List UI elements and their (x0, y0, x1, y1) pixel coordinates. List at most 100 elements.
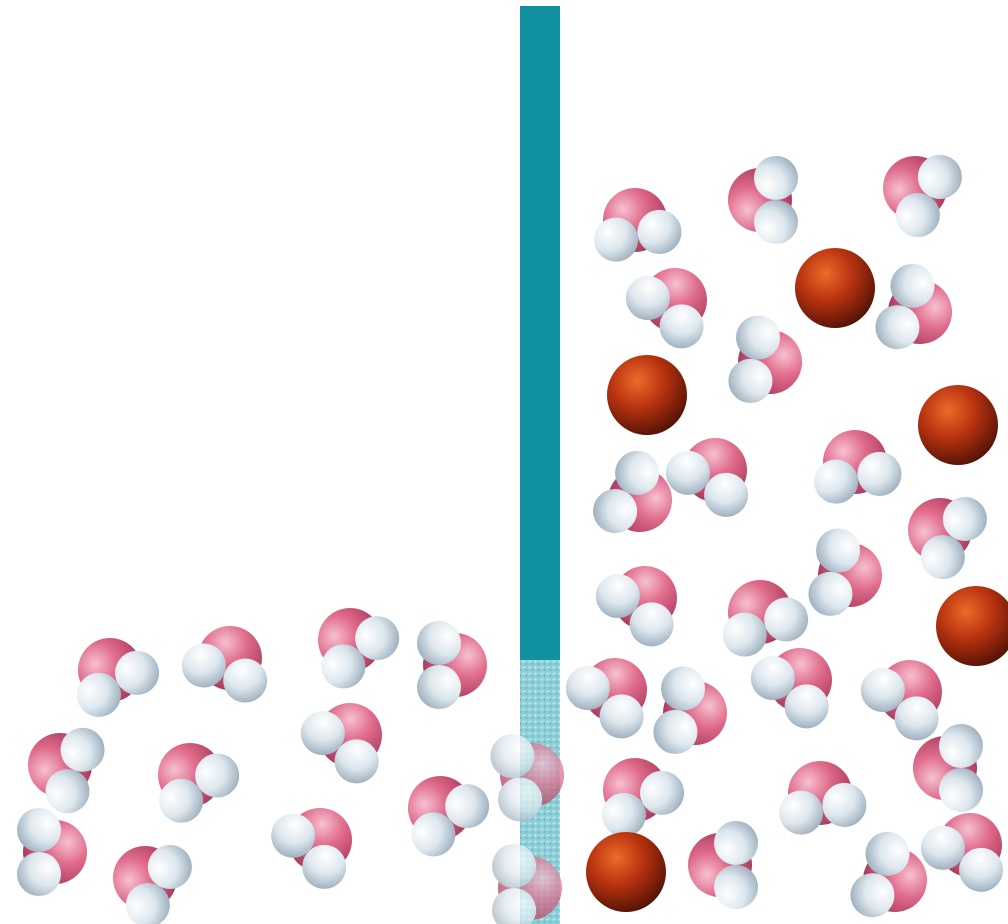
water-molecule-right (593, 450, 672, 534)
hydrogen-atom (195, 753, 240, 798)
hydrogen-atom (857, 451, 902, 496)
hydrogen-atom (594, 217, 639, 262)
water-molecule-left (271, 808, 352, 889)
hydrogen-atom (736, 315, 781, 360)
water-molecule-right (883, 154, 962, 238)
hydrogen-atom (181, 643, 226, 688)
hydrogen-atom (865, 831, 910, 876)
water-molecule-left (158, 743, 240, 823)
water-molecule-left (300, 703, 382, 784)
hydrogen-atom (593, 489, 638, 534)
hydrogen-atom (615, 450, 660, 495)
water-molecule-right (728, 315, 802, 403)
hydrogen-atom (665, 450, 710, 495)
water-molecule-left (28, 727, 105, 814)
hydrogen-atom (942, 496, 987, 541)
water-molecule-right (595, 566, 677, 647)
hydrogen-atom (722, 612, 767, 657)
hydrogen-atom (302, 844, 347, 889)
hydrogen-atom (816, 528, 861, 573)
water-molecule-left (408, 776, 490, 857)
hydrogen-atom (492, 844, 536, 888)
water-molecule-crossing (492, 844, 562, 924)
hydrogen-atom (754, 200, 798, 244)
hydrogen-atom (808, 571, 853, 616)
hydrogen-atom (125, 883, 170, 924)
water-molecule-left (181, 626, 268, 703)
hydrogen-atom (822, 782, 867, 827)
water-molecule-right (653, 666, 727, 754)
hydrogen-atom (784, 684, 829, 729)
hydrogen-atom (659, 304, 704, 349)
water-molecule-left (113, 844, 192, 924)
water-molecule-crossing (490, 734, 564, 822)
hydrogen-atom (704, 472, 749, 517)
hydrogen-atom (629, 602, 674, 647)
water-molecule-right (594, 188, 682, 262)
water-molecule-right (750, 648, 832, 729)
hydrogen-atom (223, 658, 268, 703)
hydrogen-atom (653, 709, 698, 754)
water-molecule-right (722, 580, 809, 657)
hydrogen-atom (714, 865, 758, 909)
hydrogen-atom (779, 790, 824, 835)
hydrogen-atom (890, 263, 935, 308)
water-molecule-right (860, 660, 942, 741)
water-molecule-right (565, 658, 647, 739)
water-molecule-left (417, 621, 487, 709)
hydrogen-atom (894, 696, 939, 741)
water-molecule-left (17, 808, 87, 896)
hydrogen-atom (714, 821, 758, 865)
hydrogen-atom (417, 665, 461, 709)
water-molecule-right (728, 156, 798, 244)
hydrogen-atom (814, 459, 859, 504)
hydrogen-atom (115, 650, 160, 695)
hydrogen-atom (601, 792, 646, 837)
particles (17, 154, 1008, 924)
water-molecule-left (76, 638, 160, 717)
hydrogen-atom (754, 156, 798, 200)
hydrogen-atom (147, 844, 192, 889)
hydrogen-atom (640, 770, 685, 815)
water-molecule-right (875, 263, 952, 350)
water-molecule-right (908, 496, 987, 580)
solute-ion (586, 832, 666, 912)
solute-ion (795, 248, 875, 328)
hydrogen-atom (895, 193, 940, 238)
water-molecule-left (318, 608, 400, 689)
water-molecule-right (920, 813, 1004, 892)
hydrogen-atom (565, 666, 610, 711)
hydrogen-atom (321, 644, 366, 689)
hydrogen-atom (661, 666, 706, 711)
hydrogen-atom (959, 847, 1004, 892)
hydrogen-atom (490, 734, 535, 779)
hydrogen-atom (159, 778, 204, 823)
water-molecule-right (665, 438, 749, 517)
hydrogen-atom (850, 873, 895, 918)
hydrogen-atom (334, 739, 379, 784)
hydrogen-atom (417, 621, 461, 665)
water-molecule-right (601, 758, 685, 837)
hydrogen-atom (764, 597, 809, 642)
water-molecule-right (850, 831, 927, 918)
hydrogen-atom (355, 616, 400, 661)
hydrogen-atom (595, 574, 640, 619)
hydrogen-atom (920, 825, 965, 870)
hydrogen-atom (599, 694, 644, 739)
hydrogen-atom (498, 777, 543, 822)
water-molecule-right (913, 724, 983, 812)
hydrogen-atom (750, 656, 795, 701)
hydrogen-atom (45, 769, 90, 814)
hydrogen-atom (939, 768, 983, 812)
hydrogen-atom (76, 672, 121, 717)
water-molecule-right (688, 821, 758, 909)
hydrogen-atom (625, 276, 670, 321)
hydrogen-atom (271, 813, 316, 858)
solute-ion (918, 385, 998, 465)
hydrogen-atom (875, 305, 920, 350)
hydrogen-atom (445, 784, 490, 829)
hydrogen-atom (728, 358, 773, 403)
hydrogen-atom (939, 724, 983, 768)
hydrogen-atom (860, 668, 905, 713)
